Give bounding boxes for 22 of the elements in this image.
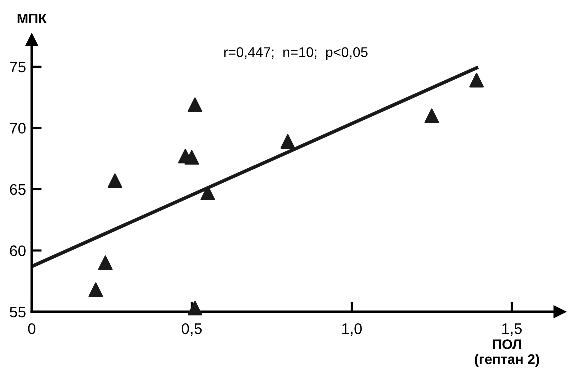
point — [188, 98, 202, 112]
point — [98, 256, 113, 270]
point — [280, 134, 296, 149]
point — [88, 282, 104, 298]
y-tick-label: 65 — [10, 184, 26, 196]
point — [424, 108, 440, 124]
x-axis-title: ПОЛ (гептан 2) — [475, 340, 540, 368]
y-axis-title: МПК — [18, 14, 48, 24]
point — [470, 73, 484, 88]
point — [200, 186, 216, 200]
point — [184, 150, 200, 165]
x-tick-label: 0 — [28, 324, 36, 334]
x-tick-label: 1,5 — [502, 324, 522, 336]
point — [188, 301, 202, 316]
x-tick-label: 0,5 — [182, 324, 202, 336]
y-tick-label: 70 — [10, 123, 26, 134]
x-tick-label: 1,0 — [342, 324, 362, 336]
point — [108, 174, 122, 188]
annotation: r=0,447; n=10; p<0,05 — [224, 47, 368, 60]
y-tick-label: 55 — [10, 307, 26, 318]
y-tick-label: 75 — [10, 62, 26, 73]
y-tick-label: 60 — [10, 246, 26, 256]
